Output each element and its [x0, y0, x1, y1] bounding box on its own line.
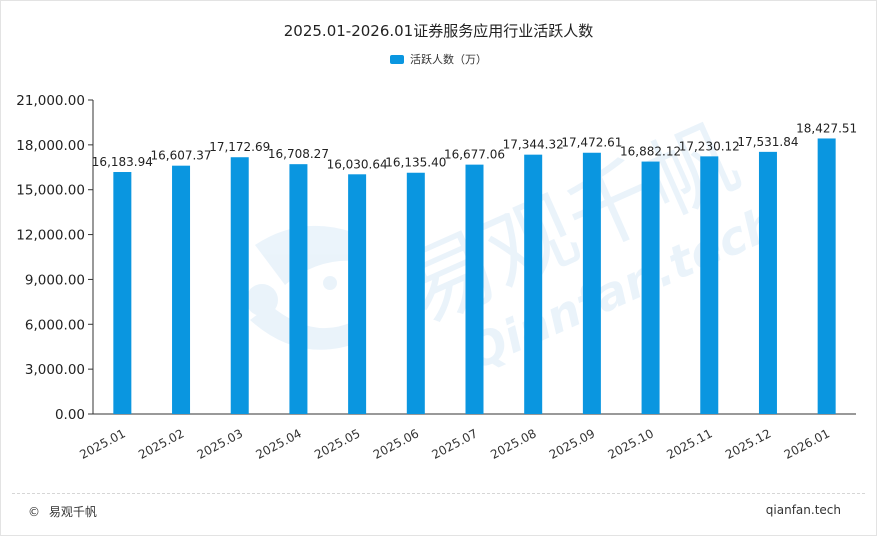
- footer-brand-right: qianfan.tech: [765, 503, 841, 517]
- x-tick-label: 2025.09: [547, 426, 597, 462]
- data-label: 16,183.94: [92, 155, 153, 169]
- data-label: 17,531.84: [737, 135, 798, 149]
- legend: 活跃人数（万）: [0, 51, 877, 67]
- data-label: 16,882.12: [620, 145, 681, 159]
- data-label: 17,344.32: [503, 138, 564, 152]
- x-tick-label: 2025.11: [664, 426, 714, 462]
- legend-label: 活跃人数（万）: [410, 53, 487, 66]
- data-label: 16,135.40: [385, 156, 446, 170]
- y-tick-label: 21,000.00: [16, 93, 85, 109]
- bar: [758, 151, 777, 415]
- x-tick-label: 2025.02: [136, 426, 186, 462]
- bar: [524, 154, 543, 414]
- x-tick-label: 2025.10: [606, 426, 656, 462]
- x-tick-label: 2025.07: [430, 426, 480, 462]
- bar: [582, 152, 601, 415]
- copyright-icon: ©: [28, 505, 40, 519]
- x-tick-label: 2025.01: [77, 426, 127, 462]
- y-tick-label: 3,000.00: [25, 362, 85, 378]
- x-tick-label: 2025.03: [195, 426, 245, 462]
- bar: [348, 174, 367, 414]
- bar: [700, 156, 719, 414]
- legend-swatch: [390, 54, 404, 64]
- y-tick-label: 0.00: [55, 407, 85, 423]
- bar: [406, 172, 425, 414]
- data-label: 18,427.51: [796, 121, 857, 135]
- data-label: 16,677.06: [444, 148, 505, 162]
- data-label: 16,030.64: [327, 157, 388, 171]
- data-label: 17,172.69: [209, 140, 270, 154]
- y-tick-label: 12,000.00: [16, 228, 85, 244]
- x-tick-label: 2025.12: [723, 426, 773, 462]
- x-tick-label: 2025.06: [371, 426, 421, 462]
- footer-brand-left: © 易观千帆: [28, 503, 97, 520]
- y-tick-label: 9,000.00: [25, 272, 85, 288]
- y-tick-label: 18,000.00: [16, 138, 85, 154]
- brand-name: 易观千帆: [48, 505, 97, 519]
- data-label: 17,472.61: [561, 136, 622, 150]
- x-tick-label: 2025.04: [253, 426, 303, 462]
- bar: [113, 172, 132, 414]
- bar: [230, 157, 249, 414]
- bar: [641, 161, 660, 414]
- bar: [817, 138, 836, 414]
- data-label: 17,230.12: [679, 139, 740, 153]
- bar: [172, 165, 191, 414]
- bar: [465, 164, 484, 414]
- x-tick-label: 2026.01: [782, 426, 832, 462]
- bar: [289, 164, 308, 414]
- chart-title: 2025.01-2026.01证券服务应用行业活跃人数: [283, 22, 594, 40]
- x-tick-label: 2025.08: [488, 426, 538, 462]
- data-label: 16,607.37: [150, 149, 211, 163]
- data-label: 16,708.27: [268, 147, 329, 161]
- footer-divider: [12, 493, 865, 494]
- x-tick-label: 2025.05: [312, 426, 362, 462]
- y-tick-label: 15,000.00: [16, 183, 85, 199]
- y-tick-label: 6,000.00: [25, 317, 85, 333]
